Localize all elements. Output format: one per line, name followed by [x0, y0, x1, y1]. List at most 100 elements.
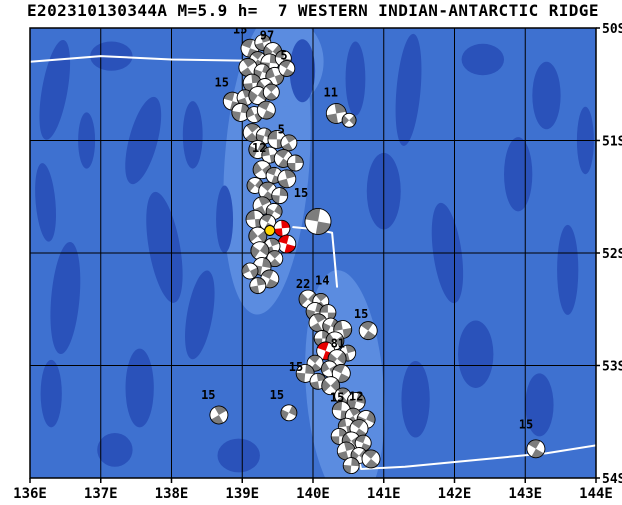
- beachball-quadrants: [343, 457, 360, 474]
- focal-mechanism: [280, 134, 298, 152]
- beachball-outline: [249, 277, 267, 295]
- beachball-quadrants: [279, 60, 294, 77]
- focal-mechanism: [358, 321, 378, 341]
- beachball-quadrants: [287, 155, 304, 171]
- depth-label: 15: [233, 23, 247, 37]
- deep-bathymetry-patch: [557, 224, 579, 315]
- depth-label: 14: [315, 274, 329, 288]
- focal-mechanism: [277, 169, 297, 189]
- beachball-quadrants: [250, 243, 269, 259]
- beachball-quadrants: [265, 67, 284, 85]
- beachball-outline: [209, 405, 229, 425]
- lon-axis-label: 140E: [296, 486, 330, 502]
- beachball-quadrants: [271, 187, 288, 204]
- depth-label: 15: [294, 186, 308, 200]
- beachball-outline: [256, 100, 276, 120]
- deep-bathymetry-patch: [217, 438, 260, 473]
- beachball-quadrants: [528, 439, 544, 458]
- depth-label: 11: [323, 86, 337, 100]
- lat-axis-label: 51S: [602, 135, 622, 150]
- beachball-outline: [277, 169, 297, 189]
- deep-bathymetry-patch: [216, 185, 234, 253]
- beachball-outline: [286, 154, 304, 172]
- epicenter-circle: [264, 225, 276, 236]
- beachball-quadrants: [310, 373, 326, 390]
- beachball-quadrants: [243, 74, 262, 93]
- deep-bathymetry-patch: [185, 270, 215, 360]
- beachball-outline: [325, 103, 347, 124]
- beachball-quadrants: [355, 435, 371, 452]
- lon-axis-label: 136E: [13, 486, 47, 502]
- beachball-quadrants: [256, 128, 273, 144]
- beachball-quadrants: [278, 169, 296, 188]
- beachball-outline: [271, 187, 289, 205]
- focal-mechanism: [209, 405, 229, 425]
- map-title: E202310130344A M=5.9 h= 7 WESTERN INDIAN…: [27, 1, 599, 20]
- depth-label: 15: [289, 360, 303, 374]
- epicenter-marker: [264, 225, 276, 236]
- beachball-quadrants: [314, 330, 331, 347]
- depth-label: 15: [330, 391, 344, 405]
- deep-bathymetry-patch: [146, 191, 183, 303]
- beachball-quadrants: [319, 304, 336, 321]
- beachball-outline: [526, 439, 546, 459]
- depth-label: 22: [296, 277, 310, 291]
- beachball-quadrants: [269, 250, 281, 267]
- beachball-quadrants: [248, 141, 267, 158]
- depth-label: 12: [349, 389, 363, 403]
- focal-mechanism: [262, 83, 280, 101]
- focal-mechanism: [325, 103, 347, 124]
- lat-axis-label: 54S: [602, 472, 622, 487]
- beachball-quadrants: [351, 419, 367, 438]
- depth-label: 15: [201, 388, 215, 402]
- beachball-quadrants: [261, 147, 278, 163]
- beachball-quadrants: [245, 123, 260, 142]
- depth-label: 15: [354, 307, 368, 321]
- focal-mechanism: [286, 154, 304, 172]
- deep-bathymetry-patch: [97, 433, 133, 467]
- deep-bathymetry-patch: [525, 373, 554, 437]
- beachball-outline: [358, 321, 378, 341]
- beachball-quadrants: [211, 406, 227, 424]
- focal-mechanism: [266, 250, 284, 268]
- beachball-quadrants: [333, 320, 352, 339]
- depth-label: 5: [280, 49, 287, 63]
- beachball-quadrants: [249, 277, 266, 294]
- beachball-quadrants: [322, 318, 339, 334]
- beachball-quadrants: [342, 115, 357, 126]
- beachball-quadrants: [248, 88, 267, 103]
- lon-axis-label: 143E: [508, 486, 542, 502]
- beachball-quadrants: [246, 107, 263, 122]
- lon-axis-label: 141E: [367, 486, 401, 502]
- deep-bathymetry-patch: [39, 39, 71, 140]
- beachball-outline: [252, 196, 272, 216]
- beachball-quadrants: [337, 442, 355, 460]
- focal-mechanism: [526, 439, 546, 459]
- focal-mechanism: [261, 146, 279, 164]
- depth-label: 97: [260, 28, 274, 42]
- deep-bathymetry-patch: [458, 320, 494, 388]
- depth-label: 12: [252, 141, 266, 155]
- deep-bathymetry-patch: [395, 33, 422, 146]
- beachball-quadrants: [240, 58, 256, 77]
- beachball-quadrants: [281, 134, 296, 151]
- beachball-quadrants: [296, 364, 315, 383]
- deep-bathymetry-patch: [35, 163, 57, 242]
- beachball-quadrants: [278, 235, 296, 253]
- lon-axis-label: 137E: [84, 486, 118, 502]
- lon-axis-label: 138E: [155, 486, 189, 502]
- deep-bathymetry-patch: [461, 43, 505, 76]
- beachball-quadrants: [231, 103, 250, 122]
- deep-bathymetry-patch: [504, 137, 533, 212]
- beachball-quadrants: [364, 449, 378, 468]
- beachball-quadrants: [360, 321, 376, 340]
- focal-mechanism: [248, 86, 268, 105]
- beachball-quadrants: [260, 182, 275, 201]
- focal-mechanism: [304, 208, 332, 235]
- beachball-outline: [262, 83, 280, 101]
- beachball-quadrants: [280, 405, 297, 421]
- beachball-outline: [361, 449, 381, 469]
- beachball-quadrants: [325, 333, 344, 349]
